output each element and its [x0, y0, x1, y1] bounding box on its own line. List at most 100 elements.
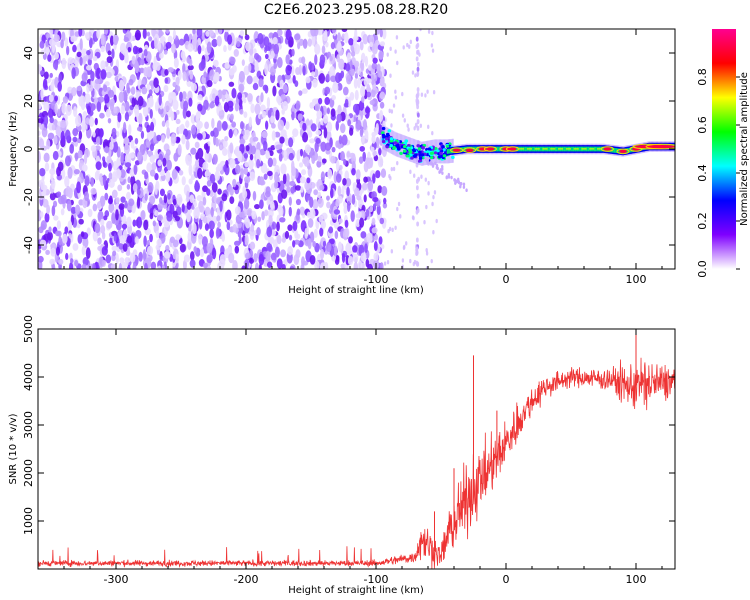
noise-speck: [396, 160, 399, 166]
spectrogram-y-tick-label: -20: [22, 188, 35, 206]
noise-blob: [51, 124, 56, 131]
noise-speck: [425, 251, 429, 256]
noise-blob: [189, 194, 195, 204]
noise-blob: [162, 157, 167, 167]
noise-blob: [359, 217, 365, 228]
noise-blob: [359, 128, 364, 138]
noise-blob: [81, 164, 88, 172]
noise-blob: [112, 140, 119, 153]
noise-blob: [256, 227, 261, 236]
noise-blob: [43, 101, 50, 112]
noise-blob: [326, 51, 332, 58]
signal-band-mid: [493, 146, 496, 152]
noise-blob: [175, 76, 180, 86]
noise-blob: [156, 134, 162, 142]
noise-blob: [198, 217, 203, 230]
noise-blob: [136, 196, 141, 209]
noise-blob: [275, 109, 280, 121]
noise-blob: [121, 223, 128, 230]
noise-blob: [256, 158, 261, 169]
noise-blob: [179, 243, 186, 253]
noise-blob: [298, 64, 302, 76]
noise-blob: [216, 35, 222, 47]
noise-blob: [335, 198, 340, 207]
signal-tail-blob: [445, 175, 449, 179]
noise-speck: [414, 73, 417, 78]
noise-blob: [149, 233, 153, 243]
noise-blob: [92, 55, 98, 62]
noise-blob: [292, 240, 296, 248]
noise-blob: [144, 171, 149, 180]
noise-speck: [427, 180, 430, 186]
noise-blob: [57, 161, 64, 172]
signal-tail-blob: [434, 161, 437, 166]
noise-blob: [102, 174, 107, 187]
noise-blob: [80, 231, 85, 238]
noise-blob: [195, 152, 199, 161]
noise-blob: [362, 33, 369, 45]
signal-hotspot-ring: [506, 146, 519, 152]
noise-blob: [318, 97, 323, 105]
noise-blob: [333, 209, 341, 215]
signal-blob: [398, 140, 403, 144]
signal-tail-blob: [427, 161, 430, 165]
artefact-blob: [415, 185, 419, 191]
noise-blob: [105, 66, 112, 72]
noise-blob: [306, 211, 311, 218]
noise-blob: [82, 257, 89, 266]
noise-blob: [60, 208, 65, 216]
noise-blob: [154, 101, 159, 112]
noise-blob: [62, 233, 68, 244]
noise-blob: [167, 192, 171, 200]
noise-blob: [354, 72, 359, 80]
colorbar-gradient: [712, 29, 736, 269]
noise-blob: [289, 147, 294, 153]
noise-blob: [369, 41, 374, 48]
noise-blob: [67, 57, 74, 65]
noise-blob: [338, 135, 343, 145]
noise-blob: [154, 210, 159, 217]
noise-blob: [172, 81, 177, 88]
noise-blob: [214, 95, 220, 107]
noise-blob: [317, 155, 322, 162]
noise-blob: [115, 253, 119, 265]
noise-blob: [357, 260, 363, 269]
noise-blob: [245, 144, 250, 152]
noise-blob: [210, 206, 214, 218]
noise-blob: [295, 100, 300, 112]
noise-blob: [334, 245, 338, 257]
noise-blob: [72, 127, 79, 137]
noise-blob: [314, 103, 321, 112]
noise-blob: [278, 206, 284, 217]
noise-blob: [56, 220, 61, 230]
noise-blob: [126, 216, 132, 227]
noise-blob: [338, 58, 345, 70]
noise-speck: [425, 204, 428, 210]
noise-blob: [280, 129, 287, 137]
noise-blob: [244, 234, 249, 246]
signal-band-mid: [540, 146, 543, 152]
noise-blob: [95, 161, 102, 171]
noise-blob: [181, 176, 186, 186]
noise-blob: [241, 265, 246, 269]
noise-blob: [372, 57, 378, 64]
signal-blob: [404, 139, 409, 143]
noise-blob: [309, 102, 315, 109]
noise-blob: [66, 200, 72, 212]
spectrogram-plot-area: [38, 29, 675, 269]
noise-blob: [50, 100, 56, 110]
noise-blob: [276, 95, 282, 104]
noise-blob: [261, 130, 268, 139]
noise-blob: [164, 77, 169, 84]
noise-blob: [346, 52, 351, 63]
noise-speck: [403, 118, 406, 123]
noise-blob: [55, 125, 62, 137]
noise-blob: [270, 144, 276, 151]
noise-blob: [315, 130, 322, 136]
noise-blob: [163, 194, 168, 204]
noise-blob: [202, 215, 208, 224]
noise-blob: [120, 105, 126, 115]
signal-band-mid: [631, 147, 634, 153]
noise-speck: [392, 166, 396, 172]
noise-blob: [56, 191, 62, 198]
